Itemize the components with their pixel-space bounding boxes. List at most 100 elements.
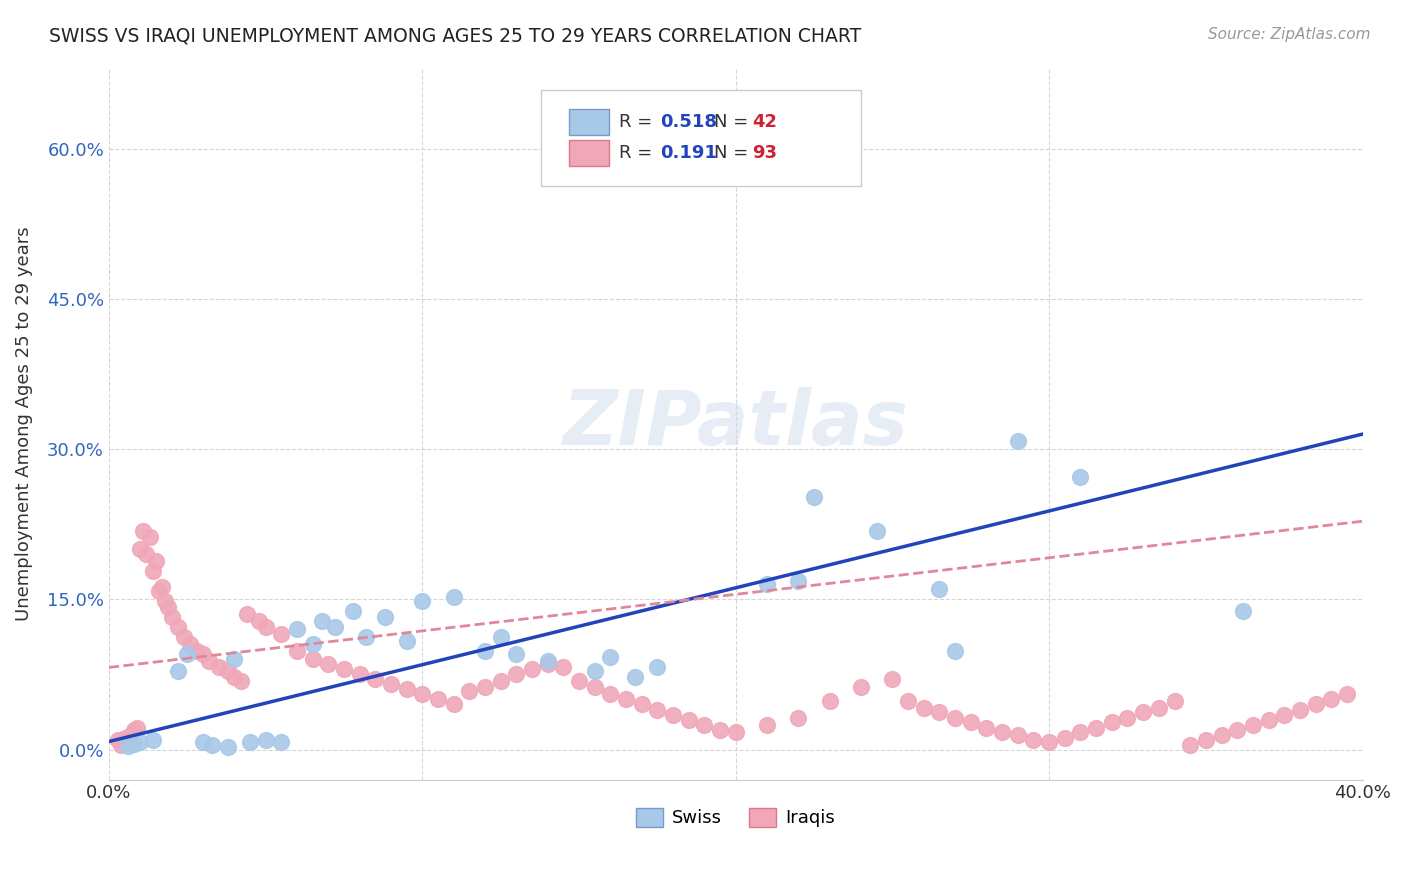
- Point: [1116, 710, 1139, 724]
- Point: [474, 644, 496, 658]
- Point: [1289, 702, 1312, 716]
- Point: [247, 615, 270, 629]
- Point: [1211, 727, 1233, 741]
- Point: [897, 694, 920, 708]
- Point: [1038, 734, 1060, 748]
- Point: [520, 662, 543, 676]
- Point: [224, 670, 246, 684]
- Y-axis label: Unemployment Among Ages 25 to 29 years: Unemployment Among Ages 25 to 29 years: [15, 227, 32, 622]
- Point: [236, 607, 259, 622]
- Point: [787, 574, 810, 589]
- Point: [849, 681, 872, 695]
- Point: [583, 665, 606, 679]
- Point: [254, 732, 277, 747]
- Point: [1305, 698, 1327, 712]
- Point: [1007, 727, 1029, 741]
- Point: [395, 634, 418, 648]
- Point: [125, 721, 148, 735]
- Point: [354, 631, 377, 645]
- Point: [342, 604, 364, 618]
- Text: N =: N =: [714, 113, 755, 131]
- Legend: Swiss, Iraqis: Swiss, Iraqis: [628, 801, 842, 835]
- Point: [239, 734, 262, 748]
- Point: [928, 582, 950, 597]
- Point: [1069, 470, 1091, 484]
- Point: [270, 627, 292, 641]
- Point: [160, 610, 183, 624]
- Point: [316, 657, 339, 672]
- Point: [142, 732, 165, 747]
- Point: [693, 717, 716, 731]
- Point: [122, 737, 145, 751]
- Point: [114, 731, 136, 745]
- Point: [1007, 434, 1029, 448]
- Point: [323, 620, 346, 634]
- Point: [756, 577, 779, 591]
- Point: [1147, 700, 1170, 714]
- Point: [1085, 721, 1108, 735]
- Point: [157, 600, 180, 615]
- Text: R =: R =: [619, 113, 658, 131]
- Point: [505, 648, 527, 662]
- Point: [117, 734, 139, 748]
- Text: 0.191: 0.191: [661, 145, 717, 162]
- Point: [254, 620, 277, 634]
- Point: [333, 662, 356, 676]
- Point: [1069, 724, 1091, 739]
- Point: [647, 702, 669, 716]
- Point: [1320, 692, 1343, 706]
- Point: [583, 681, 606, 695]
- Point: [1272, 707, 1295, 722]
- Point: [1336, 688, 1358, 702]
- Point: [107, 732, 129, 747]
- Point: [191, 734, 214, 748]
- Point: [142, 564, 165, 578]
- Point: [489, 631, 512, 645]
- Point: [270, 734, 292, 748]
- FancyBboxPatch shape: [569, 140, 609, 166]
- Point: [395, 682, 418, 697]
- Point: [186, 644, 208, 658]
- Point: [882, 673, 904, 687]
- Point: [1226, 723, 1249, 737]
- Point: [135, 547, 157, 561]
- Text: 42: 42: [752, 113, 778, 131]
- Point: [285, 623, 308, 637]
- Point: [458, 684, 481, 698]
- Point: [166, 665, 188, 679]
- Point: [117, 739, 139, 753]
- Point: [285, 644, 308, 658]
- Point: [217, 665, 239, 679]
- Point: [229, 674, 252, 689]
- Point: [1132, 705, 1154, 719]
- Point: [647, 660, 669, 674]
- Point: [110, 738, 132, 752]
- Text: R =: R =: [619, 145, 658, 162]
- FancyBboxPatch shape: [569, 109, 609, 135]
- Point: [489, 674, 512, 689]
- Point: [1101, 714, 1123, 729]
- Point: [364, 673, 387, 687]
- Point: [301, 637, 323, 651]
- Point: [301, 652, 323, 666]
- Point: [1180, 738, 1202, 752]
- Point: [505, 667, 527, 681]
- Point: [866, 524, 889, 539]
- Point: [724, 724, 747, 739]
- Point: [411, 594, 433, 608]
- Point: [173, 631, 195, 645]
- Point: [630, 698, 652, 712]
- Text: 93: 93: [752, 145, 778, 162]
- Point: [1257, 713, 1279, 727]
- FancyBboxPatch shape: [541, 90, 860, 186]
- Point: [756, 717, 779, 731]
- Point: [1232, 604, 1254, 618]
- Point: [614, 692, 637, 706]
- Point: [599, 650, 621, 665]
- Point: [943, 644, 966, 658]
- Point: [120, 727, 142, 741]
- Point: [191, 648, 214, 662]
- Point: [349, 667, 371, 681]
- Point: [145, 554, 167, 568]
- Point: [426, 692, 449, 706]
